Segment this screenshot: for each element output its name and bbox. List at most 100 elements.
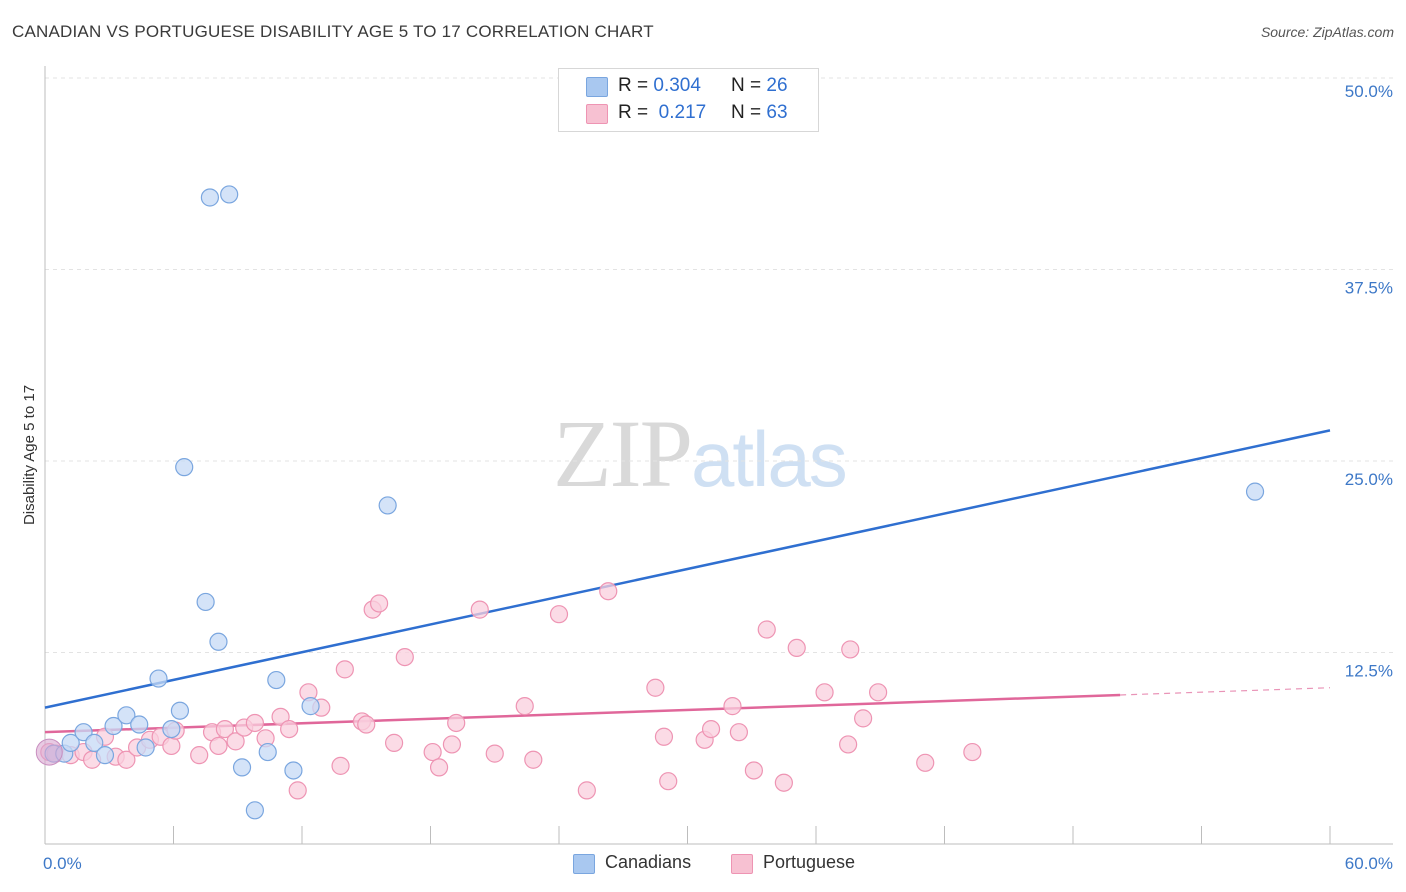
- data-point: [701, 719, 721, 739]
- y-tick-label: 12.5%: [1345, 662, 1393, 681]
- legend-swatch-portuguese: [731, 854, 753, 874]
- legend-swatch-canadians: [586, 77, 608, 97]
- data-point: [841, 640, 860, 659]
- legend-r-value: 0.304: [653, 75, 701, 96]
- data-point: [335, 660, 354, 679]
- legend-n-value: 63: [766, 102, 788, 123]
- data-point: [170, 701, 190, 720]
- legend-label-portuguese: Portuguese: [763, 852, 856, 872]
- data-point: [232, 758, 252, 777]
- y-tick-label: 25.0%: [1345, 470, 1393, 489]
- data-point: [774, 773, 793, 792]
- data-point: [245, 713, 264, 733]
- legend-n-canadians: N = 26: [731, 75, 788, 97]
- legend-n-portuguese: N = 63: [731, 102, 788, 124]
- data-point: [963, 742, 982, 762]
- data-point: [175, 458, 194, 477]
- legend-r-value: 0.217: [658, 102, 707, 123]
- data-point: [162, 736, 181, 756]
- legend-r-portuguese: R = 0.217: [618, 102, 706, 124]
- data-point: [301, 697, 320, 716]
- watermark-zip: ZIP: [553, 400, 693, 507]
- data-point: [1245, 482, 1265, 501]
- data-point: [136, 738, 155, 757]
- y-tick-label: 50.0%: [1345, 82, 1393, 101]
- data-point: [787, 638, 806, 658]
- data-point: [378, 496, 397, 515]
- data-point: [395, 647, 414, 667]
- correlation-legend: R = 0.304 N = 26 R = 0.217 N = 63: [558, 68, 819, 132]
- data-point: [646, 678, 665, 697]
- data-point: [196, 592, 215, 612]
- data-point: [723, 697, 742, 716]
- data-point: [117, 706, 136, 725]
- data-point: [149, 669, 168, 688]
- legend-r-label: R =: [618, 102, 649, 123]
- legend-n-label: N =: [731, 75, 762, 96]
- data-point: [654, 727, 674, 746]
- data-point: [515, 697, 534, 716]
- data-point: [284, 761, 303, 780]
- legend-swatch-canadians: [573, 854, 595, 874]
- data-point: [370, 594, 389, 613]
- data-point: [869, 683, 888, 702]
- data-point: [815, 683, 834, 702]
- data-point: [549, 605, 569, 624]
- legend-row-canadians: R = 0.304 N = 26: [559, 75, 818, 101]
- data-point: [485, 744, 504, 763]
- y-tick-label: 37.5%: [1345, 279, 1393, 298]
- data-point: [104, 716, 123, 736]
- data-point: [447, 713, 466, 733]
- legend-label-canadians: Canadians: [605, 852, 692, 872]
- data-point: [288, 781, 307, 800]
- data-point: [384, 733, 404, 752]
- data-point: [162, 719, 181, 739]
- data-point: [429, 758, 449, 777]
- y-axis-label: Disability Age 5 to 17: [21, 385, 38, 525]
- data-point: [916, 753, 935, 772]
- data-point: [245, 801, 264, 820]
- data-point: [280, 719, 299, 739]
- legend-row-portuguese: R = 0.217 N = 63: [559, 102, 818, 128]
- data-point: [757, 620, 776, 639]
- trend-line-extension: [1120, 687, 1331, 696]
- data-point: [331, 756, 350, 775]
- legend-r-label: R =: [618, 75, 649, 96]
- legend-n-label: N =: [731, 102, 762, 123]
- data-point: [854, 709, 873, 728]
- data-point: [524, 750, 543, 769]
- data-point: [423, 742, 442, 762]
- x-tick-label: 0.0%: [43, 854, 82, 873]
- watermark: ZIPatlas: [553, 398, 848, 509]
- data-point: [729, 723, 749, 742]
- data-point: [226, 732, 245, 751]
- data-point: [190, 746, 209, 765]
- chart-title: CANADIAN VS PORTUGUESE DISABILITY AGE 5 …: [12, 22, 654, 41]
- data-point: [61, 733, 80, 752]
- data-point: [130, 715, 149, 734]
- data-point: [258, 742, 277, 762]
- data-point: [74, 723, 93, 742]
- data-point: [267, 670, 286, 690]
- legend-r-canadians: R = 0.304: [618, 75, 701, 97]
- data-point: [95, 746, 115, 765]
- legend-swatch-portuguese: [586, 104, 608, 124]
- data-point: [117, 750, 136, 769]
- watermark-atlas: atlas: [691, 415, 848, 503]
- x-tick-label: 60.0%: [1345, 854, 1393, 873]
- data-point: [744, 761, 763, 780]
- data-point: [200, 188, 220, 207]
- data-point: [209, 736, 228, 756]
- data-point: [577, 781, 596, 800]
- data-point: [839, 735, 858, 754]
- data-point: [215, 719, 234, 739]
- data-point: [209, 632, 228, 651]
- trend-line: [44, 429, 1331, 709]
- data-point-cluster: [35, 738, 63, 766]
- data-point: [357, 715, 376, 734]
- data-point: [220, 185, 239, 204]
- data-point: [659, 772, 678, 791]
- data-point: [470, 600, 489, 619]
- legend-n-value: 26: [766, 75, 788, 96]
